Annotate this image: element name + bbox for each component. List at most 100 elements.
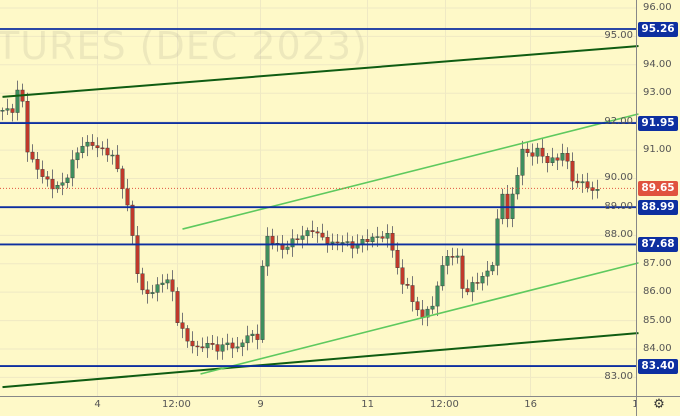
y-tick-label: 96.00 bbox=[643, 1, 672, 13]
y-tick-label: 95.00 bbox=[604, 30, 633, 42]
candle-body bbox=[250, 333, 255, 336]
candle-body bbox=[485, 270, 490, 277]
candle-body bbox=[415, 301, 420, 311]
level-price-label: 95.26 bbox=[638, 21, 678, 37]
candle-body bbox=[225, 342, 230, 345]
last-price-label: 89.65 bbox=[638, 180, 678, 196]
candle-body bbox=[120, 168, 125, 190]
candle-body bbox=[270, 235, 275, 244]
candle-body bbox=[315, 231, 320, 234]
candle-body bbox=[35, 159, 40, 170]
candle-body bbox=[245, 335, 250, 344]
candle-body bbox=[295, 238, 300, 240]
candle-body bbox=[255, 333, 260, 340]
symbol-watermark: TURES (DEC 2023) bbox=[0, 24, 368, 68]
candle-body bbox=[400, 267, 405, 285]
candle-body bbox=[50, 178, 55, 190]
candle-body bbox=[125, 188, 130, 206]
trendline bbox=[2, 332, 639, 389]
candle-body bbox=[590, 187, 595, 191]
candle-body bbox=[580, 181, 585, 184]
level-price-label: 87.68 bbox=[638, 236, 678, 252]
candle-body bbox=[205, 343, 210, 349]
y-tick-label: 84.00 bbox=[643, 343, 672, 354]
candle-body bbox=[310, 230, 315, 232]
candle-body bbox=[165, 279, 170, 284]
settings-gear-icon[interactable]: ⚙ bbox=[653, 397, 665, 412]
candle-body bbox=[95, 145, 100, 149]
candle-body bbox=[520, 148, 525, 176]
candle-body bbox=[135, 235, 140, 274]
y-tick-label: 94.00 bbox=[643, 58, 672, 70]
candle-body bbox=[300, 235, 305, 240]
candle-body bbox=[40, 169, 45, 177]
candle-body bbox=[85, 141, 90, 147]
candle-body bbox=[150, 292, 155, 294]
candle-body bbox=[380, 236, 385, 239]
candle-body bbox=[5, 108, 10, 111]
x-tick-label: 4 bbox=[94, 399, 101, 410]
level-price-label: 91.95 bbox=[638, 115, 678, 131]
candle-body bbox=[215, 344, 220, 352]
candle-body bbox=[155, 284, 160, 293]
candle-body bbox=[535, 147, 540, 157]
candle-body bbox=[335, 241, 340, 244]
candle-body bbox=[570, 160, 575, 182]
candle-body bbox=[80, 145, 85, 153]
candle-body bbox=[545, 156, 550, 163]
candle-body bbox=[515, 175, 520, 195]
x-tick-label: 11 bbox=[361, 399, 375, 410]
candle-body bbox=[410, 285, 415, 302]
candle-body bbox=[555, 157, 560, 161]
candle-body bbox=[115, 154, 120, 170]
candle-body bbox=[330, 241, 335, 244]
candle-body bbox=[210, 343, 215, 345]
candle-body bbox=[475, 282, 480, 284]
candle-body bbox=[445, 256, 450, 266]
trendline bbox=[182, 113, 639, 230]
y-tick-label: 90.00 bbox=[604, 172, 633, 184]
x-tick-label: 18 bbox=[632, 399, 636, 410]
candle-body bbox=[320, 232, 325, 238]
candle-body bbox=[230, 342, 235, 349]
candle-body bbox=[385, 233, 390, 239]
candle-body bbox=[595, 189, 600, 191]
y-tick-label: 87.00 bbox=[643, 257, 672, 269]
level-price-label: 83.40 bbox=[638, 358, 678, 374]
candle-body bbox=[365, 239, 370, 243]
candle-body bbox=[540, 147, 545, 157]
candle-body bbox=[190, 340, 195, 347]
candle-body bbox=[290, 238, 295, 248]
candle-body bbox=[340, 242, 345, 244]
candle-body bbox=[455, 255, 460, 258]
y-tick-label: 85.00 bbox=[643, 314, 672, 326]
candle-body bbox=[265, 235, 270, 267]
candle-body bbox=[75, 152, 80, 161]
candle-body bbox=[565, 153, 570, 162]
candle-body bbox=[70, 159, 75, 179]
candle-body bbox=[65, 177, 70, 183]
candle-body bbox=[175, 291, 180, 323]
candle-body bbox=[490, 265, 495, 272]
candle-body bbox=[325, 236, 330, 244]
candle-body bbox=[395, 250, 400, 268]
candle-body bbox=[450, 256, 455, 258]
y-tick-label: 86.00 bbox=[643, 286, 672, 298]
candle-body bbox=[130, 204, 135, 236]
candle-body bbox=[585, 181, 590, 188]
candle-body bbox=[435, 285, 440, 307]
trendline bbox=[200, 262, 639, 375]
candle-body bbox=[375, 236, 380, 238]
candle-body bbox=[185, 328, 190, 342]
candle-body bbox=[240, 342, 245, 348]
candle-body bbox=[525, 148, 530, 153]
candle-body bbox=[465, 288, 470, 293]
candle-body bbox=[145, 289, 150, 294]
candle-body bbox=[55, 185, 60, 190]
trendline bbox=[2, 45, 639, 98]
y-tick-label: 91.00 bbox=[643, 144, 672, 156]
candle-body bbox=[575, 180, 580, 184]
candle-body bbox=[305, 230, 310, 237]
candle-body bbox=[495, 218, 500, 266]
